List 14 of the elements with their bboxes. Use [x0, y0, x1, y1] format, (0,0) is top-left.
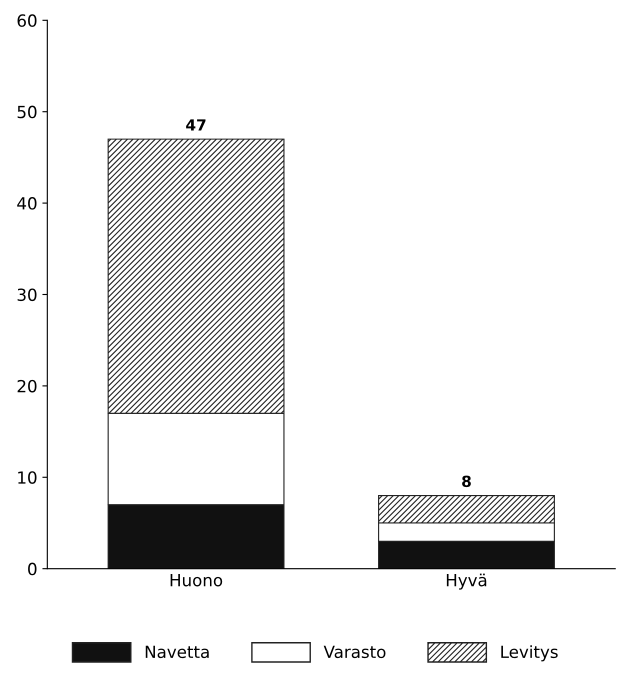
x-tick-label: Huono	[170, 574, 222, 586]
x-tick-label: Hyvä	[446, 574, 486, 590]
y-tick-label: 20	[18, 380, 36, 392]
legend-label: Navetta	[146, 646, 209, 658]
y-tick-label: 0	[28, 562, 36, 576]
y-tick-label: 10	[18, 471, 36, 484]
y-tick-label: 60	[18, 14, 36, 27]
legend-label: Varasto	[324, 646, 386, 658]
legend-label: Levitys	[501, 645, 558, 662]
total-label: 8	[462, 476, 471, 488]
y-tick-label: 50	[18, 106, 36, 118]
y-tick-label: 30	[18, 288, 36, 302]
y-tick-label: 40	[17, 197, 36, 210]
total-label: 47	[186, 119, 206, 130]
